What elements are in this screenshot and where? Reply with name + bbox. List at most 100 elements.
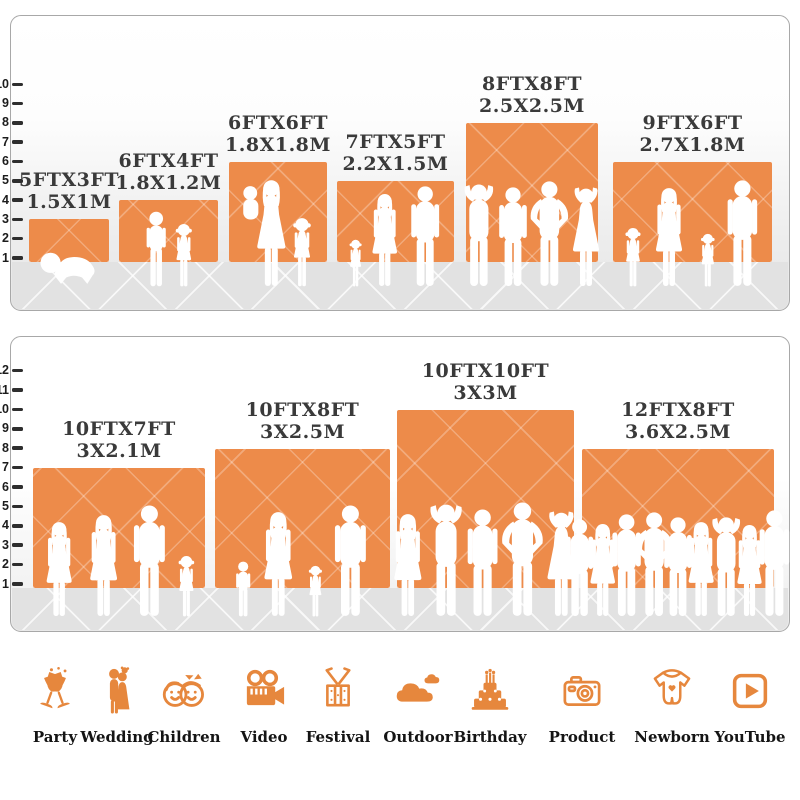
ruler-tick (11, 82, 23, 87)
ruler-number: 10 (0, 76, 9, 91)
category-label: Children (147, 728, 221, 746)
category-label: Festival (305, 728, 371, 746)
ruler-tick (11, 198, 23, 202)
person-silhouette-girl (309, 565, 323, 617)
category-label: Product (548, 728, 616, 746)
backdrop-size-label: 6FTX6FT 1.8X1.8M (225, 112, 331, 156)
person-silhouette-girl (700, 233, 715, 287)
person-silhouette-man (728, 180, 758, 286)
backdrop-rect-5ftx3ft (29, 219, 109, 262)
ruler-number: 1 (2, 576, 9, 591)
ruler-number: 9 (2, 421, 9, 436)
person-silhouette-girl (293, 218, 312, 287)
outdoor-icon (391, 664, 445, 718)
ruler-tick (11, 524, 23, 528)
ruler-tick (11, 101, 23, 106)
video-icon (246, 669, 285, 706)
ruler-number: 4 (2, 192, 9, 207)
party-icon (28, 664, 82, 718)
size-m-line: 3X2.1M (76, 439, 162, 462)
size-m-line: 2.2X1.5M (342, 152, 449, 175)
person-silhouette-baby (40, 252, 95, 284)
product-icon (555, 664, 609, 718)
size-ft-line: 5FTX3FT (19, 169, 119, 191)
ruler-tick (11, 485, 23, 489)
person-silhouette-man (335, 505, 367, 616)
size-m-line: 1.8X1.8M (225, 133, 331, 156)
festival-icon (311, 664, 365, 718)
birthday-icon (471, 668, 509, 710)
festival-icon (325, 667, 351, 707)
ruler-number: 8 (2, 115, 9, 130)
person-silhouette-girl (349, 239, 362, 287)
person-silhouette-girl (625, 227, 641, 287)
ruler-tick (11, 388, 23, 392)
size-m-line: 2.5X2.5M (479, 94, 585, 117)
ruler-number: 10 (0, 401, 9, 416)
person-silhouette-man (759, 510, 790, 616)
category-label: Video (240, 728, 288, 746)
size-ft-line: 10FTX7FT (62, 418, 176, 440)
ruler-tick (11, 582, 23, 586)
wedding-icon (109, 666, 130, 714)
outdoor-icon (396, 674, 440, 702)
ruler-number: 12 (0, 363, 9, 378)
person-silhouette-woman (372, 194, 398, 287)
person-silhouette-man (410, 186, 439, 286)
ruler-number: 3 (2, 211, 9, 226)
ruler-tick (11, 121, 23, 125)
ruler-number: 9 (2, 96, 9, 111)
ruler-number: 7 (2, 134, 9, 149)
ruler-tick (11, 179, 23, 183)
backdrop-size-label: 10FTX8FT 3X2.5M (245, 399, 360, 443)
person-silhouette-womanchild (242, 180, 286, 286)
backdrop-size-label: 6FTX4FT 1.8X1.2M (115, 150, 222, 194)
person-silhouette-man (133, 505, 165, 616)
ruler-tick (11, 217, 23, 222)
party-icon (40, 667, 70, 709)
size-ft-line: 10FTX10FT (421, 360, 550, 382)
ruler-number: 5 (2, 498, 9, 513)
size-ft-line: 9FTX6FT (642, 112, 743, 134)
person-silhouette-boy (235, 561, 251, 617)
wedding-icon (90, 664, 144, 718)
size-m-line: 1.5X1M (26, 190, 112, 213)
size-m-line: 3X2.5M (259, 420, 346, 443)
person-silhouette-woman (89, 515, 117, 616)
ruler-tick (11, 465, 23, 470)
newborn-icon (645, 664, 699, 718)
ruler-number: 1 (2, 250, 9, 265)
youtube-icon (723, 664, 777, 718)
person-silhouette-boy (146, 211, 166, 287)
backdrop-rect-6ftx4ft (119, 200, 218, 262)
ruler-tick (11, 407, 23, 412)
children-icon (162, 673, 204, 707)
backdrop-size-label: 9FTX6FT 2.7X1.8M (640, 112, 746, 156)
ruler-tick (11, 140, 23, 144)
size-m-line: 1.8X1.2M (115, 171, 222, 194)
person-silhouette-womanup (572, 187, 599, 286)
size-ft-line: 6FTX6FT (228, 112, 328, 134)
backdrop-size-label: 10FTX7FT 3X2.1M (62, 418, 176, 462)
ruler-number: 7 (2, 460, 9, 475)
youtube-icon (732, 673, 768, 709)
person-silhouette-woman (656, 188, 683, 286)
size-ft-line: 8FTX8FT (482, 73, 582, 95)
backdrop-size-label: 7FTX5FT 2.2X1.5M (342, 131, 449, 175)
ruler-number: 3 (2, 537, 9, 552)
category-label: Birthday (453, 728, 527, 746)
size-m-line: 3.6X2.5M (625, 420, 731, 443)
person-silhouette-woman (264, 512, 293, 616)
floor-strip (12, 262, 788, 309)
size-ft-line: 7FTX5FT (345, 131, 446, 153)
category-label: Wedding (80, 728, 154, 746)
size-ft-line: 10FTX8FT (245, 399, 360, 421)
ruler-number: 5 (2, 173, 9, 188)
ruler-number: 11 (0, 382, 9, 397)
backdrop-size-label: 10FTX10FT 3X3M (421, 360, 550, 404)
category-label: Party (32, 728, 78, 746)
ruler-tick (11, 562, 23, 567)
person-silhouette-girl (175, 224, 192, 287)
newborn-icon (653, 669, 691, 705)
